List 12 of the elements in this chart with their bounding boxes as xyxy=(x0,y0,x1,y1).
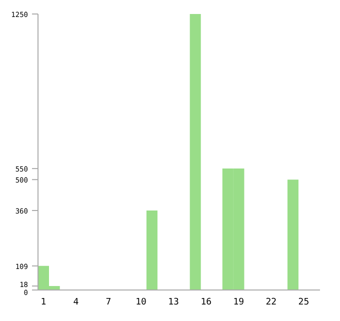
x-tick-label: 1 xyxy=(40,297,46,308)
x-tick-label: 13 xyxy=(168,297,179,308)
x-tick-label: 22 xyxy=(266,297,277,308)
x-tick-label: 7 xyxy=(106,297,112,308)
x-tick-label: 4 xyxy=(73,297,79,308)
bar xyxy=(190,14,201,290)
x-tick-label: 10 xyxy=(136,297,146,308)
bar xyxy=(287,180,298,290)
x-tick-label: 19 xyxy=(233,297,244,308)
x-tick-label: 25 xyxy=(298,297,310,308)
bar xyxy=(146,210,158,290)
x-tick-label: 16 xyxy=(200,297,212,308)
